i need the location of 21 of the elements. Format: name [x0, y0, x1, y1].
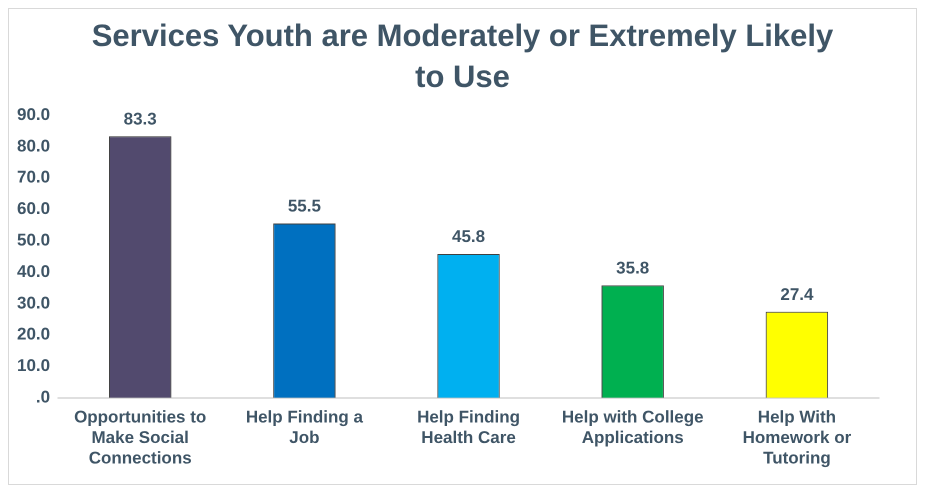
- data-label: 83.3: [124, 109, 157, 128]
- data-label: 35.8: [616, 258, 650, 278]
- y-tick-label: 20.0: [16, 324, 50, 344]
- data-label: 55.5: [288, 196, 321, 216]
- x-tick-label: Help with College Applications: [562, 408, 704, 448]
- y-tick-label: .0: [36, 387, 50, 406]
- y-tick-label: 30.0: [16, 293, 50, 312]
- y-tick-label: 40.0: [16, 262, 50, 281]
- x-tick-label: Help Finding Health Care: [417, 408, 520, 448]
- data-label: 45.8: [452, 227, 486, 246]
- x-tick-label: Opportunities to Make Social Connections: [74, 408, 206, 468]
- chart-title: Services Youth are Moderately or Extremely Likely to Use: [90, 17, 834, 96]
- y-tick-label: 70.0: [16, 168, 50, 187]
- data-label: 27.4: [780, 284, 814, 304]
- x-tick-label: Help With Homework or Tutoring: [742, 408, 852, 468]
- x-tick-label: Help Finding a Job: [246, 408, 364, 448]
- y-tick-label: 90.0: [16, 104, 50, 124]
- y-tick-label: 80.0: [16, 136, 50, 156]
- y-tick-label: 10.0: [16, 356, 50, 376]
- y-tick-label: 50.0: [16, 230, 50, 250]
- y-tick-label: 60.0: [16, 199, 50, 218]
